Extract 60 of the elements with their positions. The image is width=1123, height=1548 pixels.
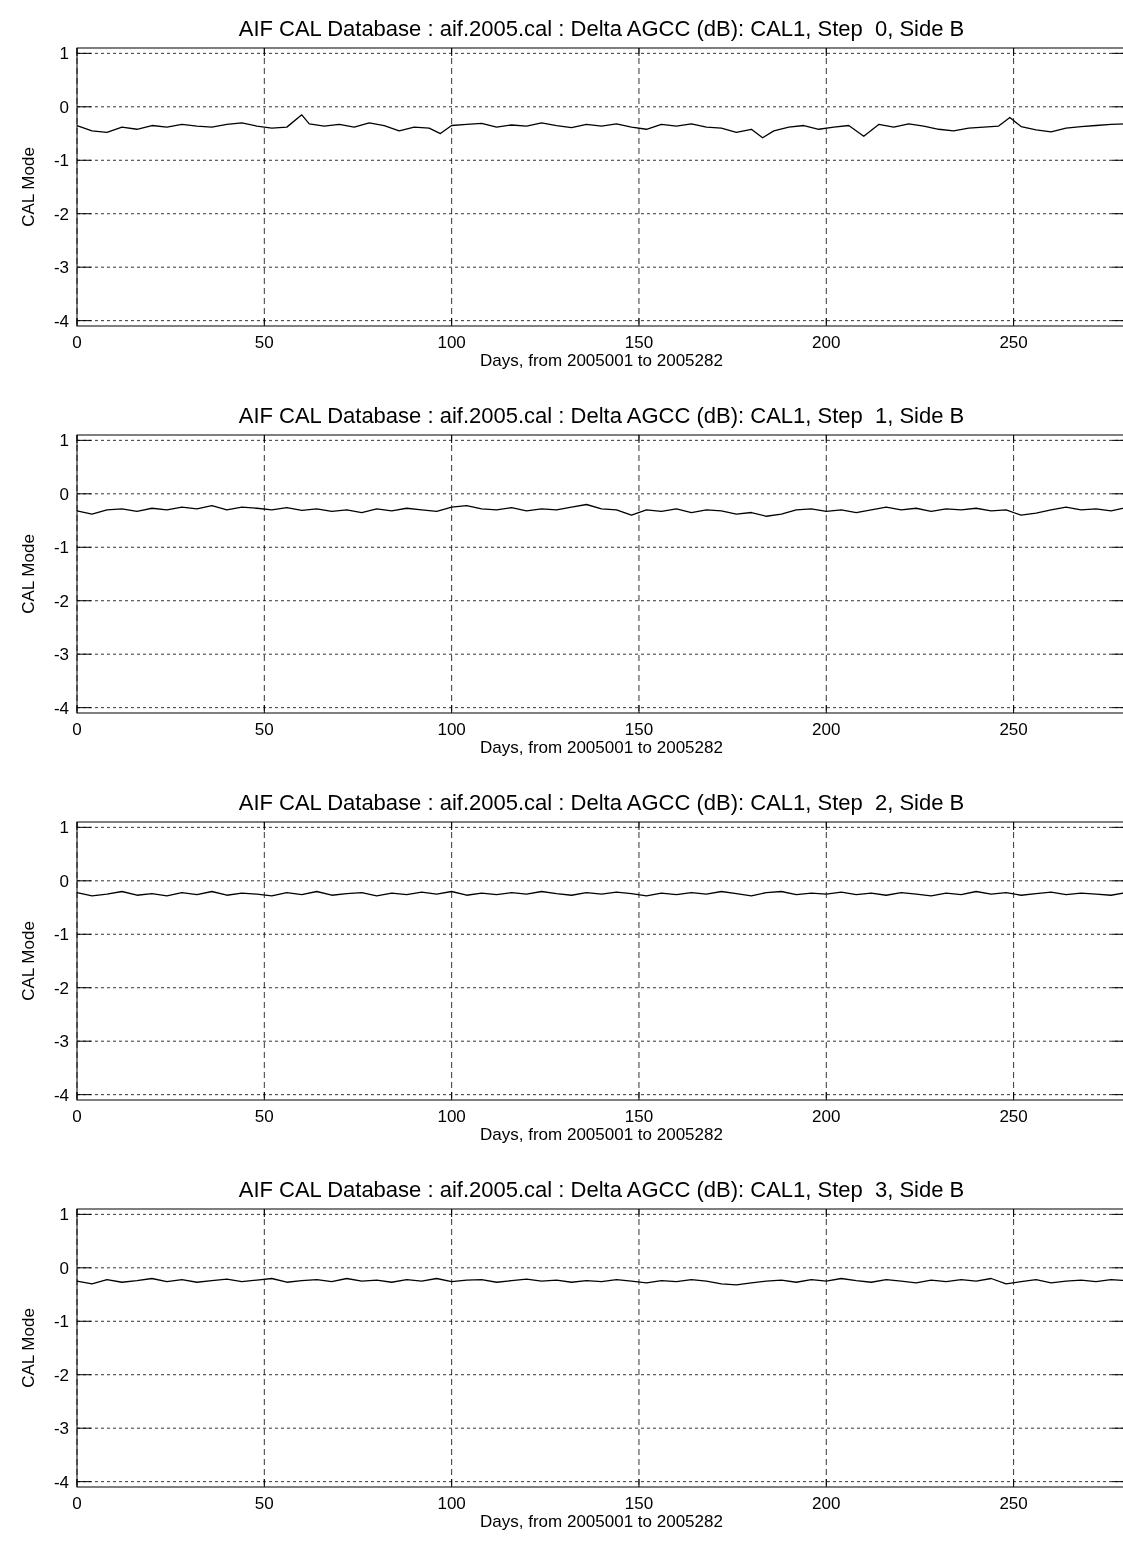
- chart-title: AIF CAL Database : aif.2005.cal : Delta AGCC (dB): CAL1, Step 2, Side B: [238, 790, 965, 815]
- x-tick-label: 50: [254, 1494, 274, 1513]
- x-tick-label: 0: [72, 720, 82, 739]
- y-tick-label: 0: [59, 1258, 69, 1278]
- y-tick-label: -4: [53, 1085, 69, 1105]
- x-axis-title: Days, from 2005001 to 2005282: [480, 351, 723, 370]
- x-tick-label: 150: [624, 720, 654, 739]
- chart-title: AIF CAL Database : aif.2005.cal : Delta AGCC (dB): CAL1, Step 0, Side B: [238, 16, 965, 41]
- x-tick-label: 100: [437, 1107, 466, 1126]
- chart-title: AIF CAL Database : aif.2005.cal : Delta AGCC (dB): CAL1, Step 3, Side B: [238, 1177, 965, 1202]
- y-tick-label: -1: [53, 151, 69, 171]
- y-tick-label: -1: [53, 538, 69, 558]
- x-tick-label: 0: [72, 1494, 82, 1513]
- x-tick-label: 200: [812, 1107, 841, 1126]
- y-tick-label: -1: [53, 1312, 69, 1332]
- x-axis-title: Days, from 2005001 to 2005282: [480, 738, 723, 757]
- x-tick-label: 150: [624, 1494, 654, 1513]
- y-tick-label: -3: [53, 1419, 69, 1439]
- x-tick-label: 200: [812, 1494, 841, 1513]
- y-tick-label: -3: [53, 1032, 69, 1052]
- y-tick-label: -1: [53, 925, 69, 945]
- x-tick-label: 100: [437, 333, 466, 352]
- x-tick-label: 250: [999, 1494, 1028, 1513]
- x-tick-label: 0: [72, 333, 82, 352]
- y-tick-label: 0: [59, 484, 69, 504]
- x-tick-label: 0: [72, 1107, 82, 1126]
- y-tick-label: 1: [59, 1205, 69, 1225]
- x-tick-label: 200: [812, 720, 841, 739]
- y-tick-label: -2: [53, 1365, 69, 1385]
- x-tick-label: 50: [254, 333, 274, 352]
- y-tick-label: -3: [53, 258, 69, 278]
- y-axis-title: CAL Mode: [19, 534, 38, 614]
- y-tick-label: 1: [59, 44, 69, 64]
- x-tick-label: 250: [999, 1107, 1028, 1126]
- y-axis-title: CAL Mode: [19, 921, 38, 1001]
- x-tick-label: 50: [254, 720, 274, 739]
- x-tick-label: 150: [624, 333, 654, 352]
- y-axis-title: CAL Mode: [19, 1308, 38, 1388]
- x-tick-label: 150: [624, 1107, 654, 1126]
- y-tick-label: -4: [53, 698, 69, 718]
- y-tick-label: -2: [53, 978, 69, 998]
- y-tick-label: -4: [53, 311, 69, 331]
- y-tick-label: -2: [53, 204, 69, 224]
- y-tick-label: 0: [59, 871, 69, 891]
- x-tick-label: 100: [437, 1494, 466, 1513]
- x-tick-label: 100: [437, 720, 466, 739]
- y-tick-label: -3: [53, 645, 69, 665]
- x-axis-title: Days, from 2005001 to 2005282: [480, 1125, 723, 1144]
- y-axis-title: CAL Mode: [19, 147, 38, 227]
- x-tick-label: 200: [812, 333, 841, 352]
- y-tick-label: 1: [59, 818, 69, 838]
- x-axis-title: Days, from 2005001 to 2005282: [480, 1512, 723, 1531]
- chart-title: AIF CAL Database : aif.2005.cal : Delta AGCC (dB): CAL1, Step 1, Side B: [238, 403, 965, 428]
- y-tick-label: 1: [59, 431, 69, 451]
- x-tick-label: 250: [999, 720, 1028, 739]
- x-tick-label: 50: [254, 1107, 274, 1126]
- y-tick-label: 0: [59, 97, 69, 117]
- y-tick-label: -4: [53, 1472, 69, 1492]
- y-tick-label: -2: [53, 591, 69, 611]
- x-tick-label: 250: [999, 333, 1028, 352]
